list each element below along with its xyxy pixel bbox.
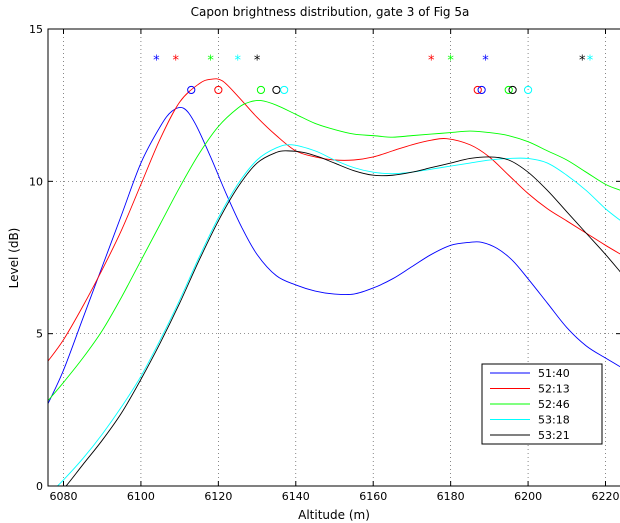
series-line-51-40 <box>48 106 620 404</box>
star-marker: * <box>579 53 586 68</box>
y-axis-label: Level (dB) <box>7 228 21 289</box>
legend-label: 52:46 <box>538 398 570 411</box>
legend-label: 53:18 <box>538 414 570 427</box>
star-marker: * <box>254 53 261 68</box>
grid <box>48 28 620 487</box>
circle-marker <box>477 85 486 95</box>
circle-marker <box>256 85 266 95</box>
series-line-53-21 <box>65 150 620 486</box>
legend-label: 53:21 <box>538 429 570 442</box>
y-tick-label: 5 <box>36 328 43 341</box>
circle-marker <box>508 85 517 95</box>
y-tick-label: 10 <box>29 175 43 188</box>
legend: 51:40 52:13 52:46 53:18 53:21 <box>481 363 603 445</box>
x-tick-label: 6220 <box>592 490 620 503</box>
y-tick-label: 15 <box>29 23 43 36</box>
star-marker: * <box>234 53 241 68</box>
x-tick-label: 6140 <box>282 490 310 503</box>
series-line-52-13 <box>48 78 620 362</box>
x-tick-label: 6120 <box>204 490 232 503</box>
x-tick-label: 6160 <box>359 490 387 503</box>
circle-marker <box>214 85 223 95</box>
y-tick-label: 0 <box>36 480 43 493</box>
star-marker: * <box>482 53 489 68</box>
series-lines <box>48 78 620 486</box>
x-tick-label: 6100 <box>127 490 155 503</box>
plot-frame <box>47 28 620 487</box>
x-axis-label: Altitude (m) <box>298 508 370 522</box>
star-marker: * <box>153 53 160 68</box>
star-marker: * <box>587 53 594 68</box>
circle-marker <box>504 85 513 95</box>
circle-marker <box>187 85 196 95</box>
star-marker: * <box>207 53 214 68</box>
series-line-52-46 <box>48 99 620 401</box>
x-tick-label: 6200 <box>514 490 542 503</box>
peak-markers: * * * * * * * * * * <box>153 53 594 95</box>
x-tick-label: 6080 <box>49 490 77 503</box>
star-marker: * <box>447 53 454 68</box>
circle-marker <box>280 85 289 95</box>
series-line-53-18 <box>56 144 620 486</box>
x-tick-label: 6180 <box>437 490 465 503</box>
star-marker: * <box>173 53 180 68</box>
legend-label: 51:40 <box>538 367 570 380</box>
axis-ticks: 6080 6100 6120 6140 6160 6180 6200 6220 0 5 10 15 <box>29 23 620 503</box>
legend-label: 52:13 <box>538 383 570 396</box>
star-marker: * <box>428 53 435 68</box>
circle-marker <box>473 85 482 95</box>
chart-title: Capon brightness distribution, gate 3 of… <box>191 5 470 19</box>
circle-marker <box>523 85 533 95</box>
circle-marker <box>272 85 281 95</box>
